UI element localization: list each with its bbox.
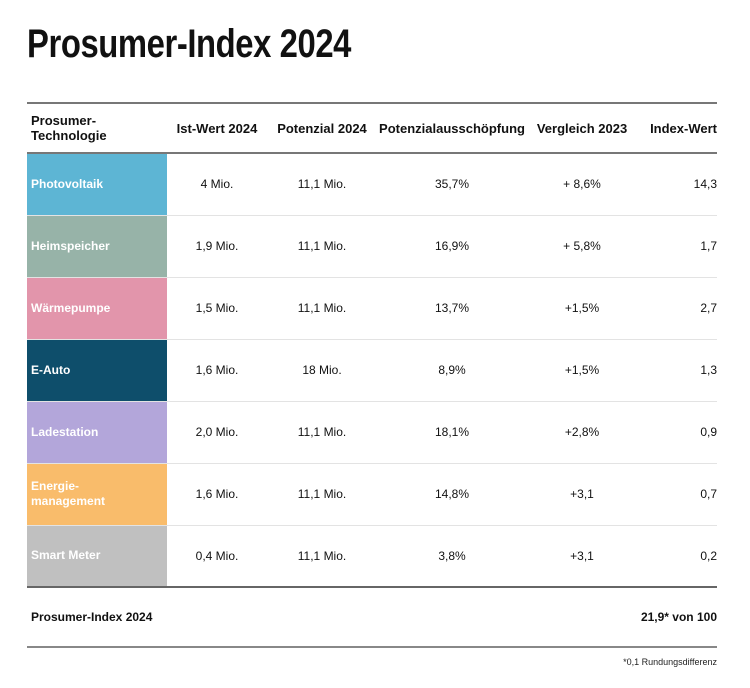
ist-wert-cell: 2,0 Mio. — [195, 425, 239, 439]
tech-cell: Wärmepumpe — [27, 277, 167, 339]
vergleich-cell: +2,8% — [564, 425, 600, 439]
tech-cell: E-Auto — [27, 339, 167, 401]
tech-cell: Energie- management — [27, 463, 167, 525]
prosumer-table: Prosumer-Technologie Ist-Wert 2024 Poten… — [27, 102, 717, 648]
index-wert-cell: 1,7 — [700, 239, 717, 253]
tech-cell: Ladestation — [27, 401, 167, 463]
ist-wert-cell: 0,4 Mio. — [195, 548, 239, 563]
header-tech: Prosumer-Technologie — [31, 113, 107, 143]
header-ist: Ist-Wert 2024 — [176, 120, 258, 136]
index-wert-cell: 2,7 — [700, 301, 717, 315]
table-row: E-Auto 1,6 Mio. 18 Mio. 8,9% +1,5% 1,3 — [27, 339, 717, 401]
ausschoepfung-cell: 18,1% — [434, 425, 470, 439]
table-row: Photovoltaik 4 Mio. 11,1 Mio. 35,7% + 8,6% 14… — [27, 153, 717, 215]
potenzial-cell: 11,1 Mio. — [297, 177, 347, 192]
header-potenzial: Potenzial 2024 — [277, 120, 367, 136]
ist-wert-cell: 4 Mio. — [200, 177, 234, 192]
vergleich-cell: +3,1 — [570, 487, 594, 501]
table-row: Wärmepumpe 1,5 Mio. 11,1 Mio. 13,7% +1,5% 2,7 — [27, 277, 717, 339]
vergleich-cell: +3,1 — [570, 548, 594, 563]
header-row: Prosumer-Technologie Ist-Wert 2024 Poten… — [27, 103, 717, 153]
table-row: Energie- management 1,6 Mio. 11,1 Mio. 14,8… — [27, 463, 717, 525]
ist-wert-cell: 1,9 Mio. — [195, 239, 239, 253]
ausschoepfung-cell: 3,8% — [438, 548, 466, 563]
ausschoepfung-cell: 8,9% — [438, 363, 466, 377]
ist-wert-cell: 1,5 Mio. — [195, 301, 239, 315]
potenzial-cell: 11,1 Mio. — [297, 487, 347, 501]
index-wert-cell: 0,9 — [700, 425, 717, 439]
table-row: Smart Meter 0,4 Mio. 11,1 Mio. 3,8% +3,1 0,2 — [27, 525, 717, 587]
footnote: *0,1 Rundungsdifferenz — [623, 657, 717, 667]
potenzial-cell: 18 Mio. — [302, 363, 342, 377]
tech-cell: Smart Meter — [27, 525, 167, 587]
ist-wert-cell: 1,6 Mio. — [195, 363, 239, 377]
potenzial-cell: 11,1 Mio. — [297, 425, 347, 439]
ist-wert-cell: 1,6 Mio. — [195, 487, 239, 501]
tech-cell: Photovoltaik — [27, 153, 167, 215]
potenzial-cell: 11,1 Mio. — [297, 239, 347, 253]
potenzial-cell: 11,1 Mio. — [297, 301, 347, 315]
page-title: Prosumer-Index 2024 — [27, 22, 352, 66]
ausschoepfung-cell: 16,9% — [434, 239, 470, 253]
index-wert-cell: 0,2 — [700, 548, 717, 563]
header-vergleich: Vergleich 2023 — [536, 120, 628, 136]
ausschoepfung-cell: 14,8% — [434, 487, 470, 501]
header-index: Index-Wert — [650, 120, 717, 136]
index-wert-cell: 14,3 — [693, 177, 717, 192]
tech-cell: Heimspeicher — [27, 215, 167, 277]
vergleich-cell: + 8,6% — [563, 177, 601, 192]
summary-row: Prosumer-Index 2024 21,9* von 100 — [27, 587, 717, 647]
vergleich-cell: +1,5% — [564, 363, 600, 377]
vergleich-cell: +1,5% — [564, 301, 600, 315]
summary-label: Prosumer-Index 2024 — [31, 610, 153, 624]
ausschoepfung-cell: 13,7% — [434, 301, 470, 315]
header-ausschoepfung: Potenzialausschöpfung — [379, 120, 525, 136]
vergleich-cell: + 5,8% — [563, 239, 601, 253]
table-row: Heimspeicher 1,9 Mio. 11,1 Mio. 16,9% + 5,8%… — [27, 215, 717, 277]
index-wert-cell: 0,7 — [700, 487, 717, 501]
summary-value: 21,9* von 100 — [640, 610, 717, 624]
ausschoepfung-cell: 35,7% — [434, 177, 470, 192]
index-wert-cell: 1,3 — [700, 363, 717, 377]
table-row: Ladestation 2,0 Mio. 11,1 Mio. 18,1% +2,8% 0,… — [27, 401, 717, 463]
potenzial-cell: 11,1 Mio. — [297, 548, 347, 563]
